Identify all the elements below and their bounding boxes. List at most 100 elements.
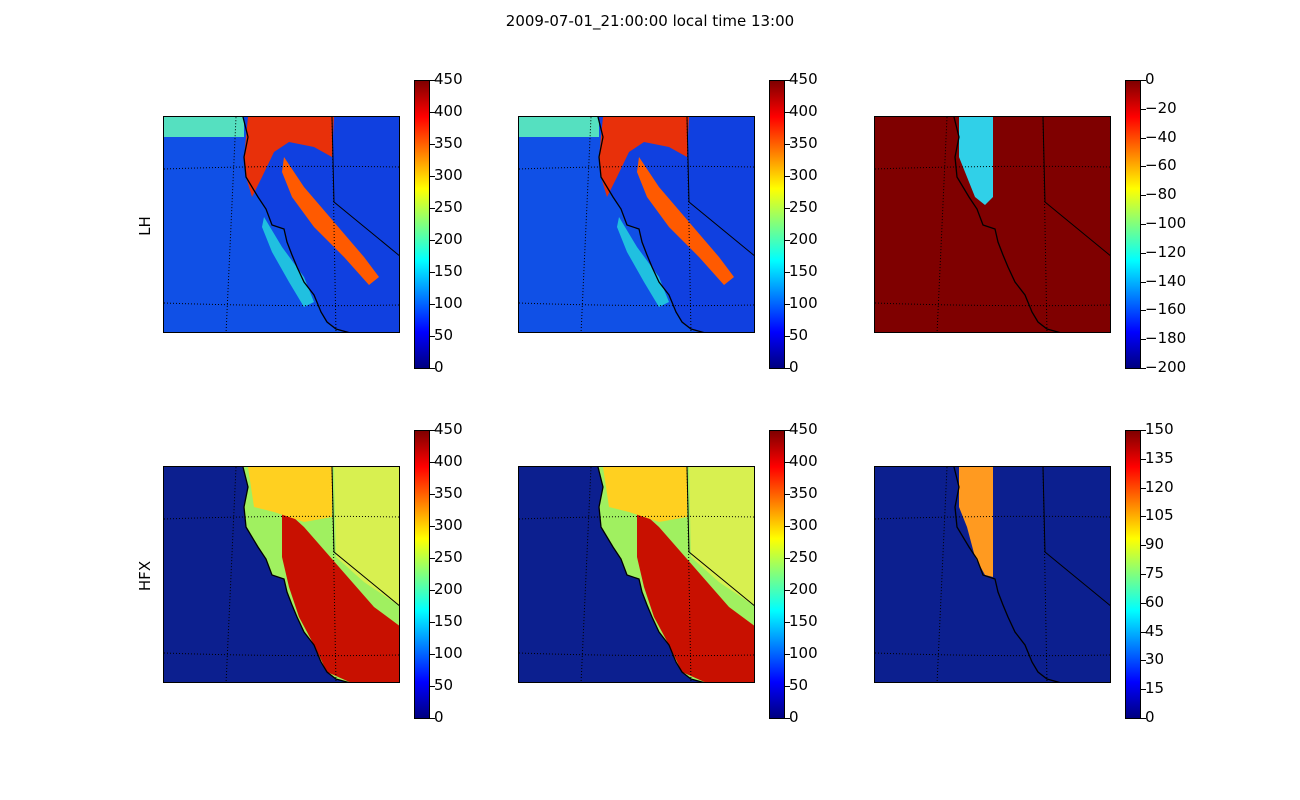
colorbar-tick-label: 100 xyxy=(434,644,463,662)
coastline xyxy=(597,467,705,682)
parallel-line xyxy=(164,165,399,170)
colorbar-tick xyxy=(430,208,435,209)
colorbar-tick xyxy=(1141,368,1146,369)
colorbar-tick-label: 300 xyxy=(789,166,818,184)
mid-flux-region xyxy=(603,467,687,522)
map-image xyxy=(519,117,754,332)
colorbar-tick-label: 100 xyxy=(434,294,463,312)
colorbar-tick xyxy=(430,430,435,431)
colorbar-tick-label: 400 xyxy=(434,102,463,120)
colorbar-tick-label: 150 xyxy=(434,262,463,280)
colorbar-tick-label: 350 xyxy=(434,484,463,502)
colorbar-tick xyxy=(430,558,435,559)
colorbar-tick xyxy=(785,654,790,655)
map-image xyxy=(519,467,754,682)
colorbar-tick-label: 50 xyxy=(434,326,454,344)
difference-region xyxy=(959,117,993,205)
colorbar-tick-label: 350 xyxy=(789,484,818,502)
high-flux-region xyxy=(282,507,399,682)
ocean-high-flux-band xyxy=(519,117,599,137)
map-panel-hfx-difference-5 xyxy=(874,466,1111,683)
colorbar-tick xyxy=(785,144,790,145)
colorbar-tick-label: 250 xyxy=(434,548,463,566)
high-flux-region xyxy=(244,117,334,197)
colorbar-tick-label: 300 xyxy=(789,516,818,534)
figure-title: 2009-07-01_21:00:00 local time 13:00 xyxy=(505,12,795,30)
valley-flux-region xyxy=(262,217,314,307)
colorbar-tick-label: 0 xyxy=(789,358,799,376)
colorbar-tick-label: 100 xyxy=(789,644,818,662)
meridian-line xyxy=(580,117,592,332)
colorbar-tick-label: −100 xyxy=(1145,214,1187,232)
colorbar-tick xyxy=(430,304,435,305)
colorbar-tick-label: 350 xyxy=(789,134,818,152)
colorbar-tick-label: 0 xyxy=(1145,70,1155,88)
colorbar-tick xyxy=(430,686,435,687)
colorbar-tick xyxy=(785,272,790,273)
colorbar-tick xyxy=(430,526,435,527)
parallel-line xyxy=(164,652,399,657)
meridian-line xyxy=(1042,117,1048,332)
colorbar-tick xyxy=(1141,459,1146,460)
map-panel-hfx-3 xyxy=(163,466,400,683)
colorbar-tick-label: 450 xyxy=(434,70,463,88)
colorbar-tick xyxy=(785,494,790,495)
colorbar-tick xyxy=(1141,516,1146,517)
colorbar xyxy=(1125,80,1141,369)
colorbar-tick xyxy=(785,304,790,305)
colorbar-tick xyxy=(1141,80,1146,81)
row-label-hfx: HFX xyxy=(136,560,155,592)
parallel-line xyxy=(164,515,399,520)
map-panel-lh-0 xyxy=(163,116,400,333)
colorbar-tick xyxy=(785,336,790,337)
colorbar-tick xyxy=(1141,195,1146,196)
meridian-line xyxy=(331,117,337,332)
colorbar-tick-label: 150 xyxy=(434,612,463,630)
colorbar-tick-label: 50 xyxy=(789,676,809,694)
colorbar-tick xyxy=(1141,339,1146,340)
colorbar-tick xyxy=(1141,488,1146,489)
coastline xyxy=(597,117,705,332)
colorbar-tick-label: 200 xyxy=(434,230,463,248)
meridian-line xyxy=(686,117,692,332)
parallel-line xyxy=(875,652,1110,657)
meridian-line xyxy=(936,117,948,332)
colorbar-tick-label: 60 xyxy=(1145,593,1165,611)
colorbar-tick xyxy=(430,494,435,495)
colorbar-tick xyxy=(1141,545,1146,546)
colorbar-tick xyxy=(1141,660,1146,661)
colorbar-tick-label: 300 xyxy=(434,166,463,184)
colorbar-tick-label: 0 xyxy=(789,708,799,726)
colorbar-tick-label: 50 xyxy=(434,676,454,694)
valley-flux-region xyxy=(617,217,669,307)
parallel-line xyxy=(519,302,754,307)
colorbar-tick-label: 400 xyxy=(789,102,818,120)
colorbar-tick xyxy=(1141,166,1146,167)
colorbar-tick-label: 450 xyxy=(789,420,818,438)
coastline xyxy=(953,467,1061,682)
colorbar-tick-label: 450 xyxy=(434,420,463,438)
parallel-line xyxy=(519,515,754,520)
colorbar-tick xyxy=(430,462,435,463)
row-label-lh: LH xyxy=(135,216,154,236)
colorbar-tick-label: 200 xyxy=(434,580,463,598)
colorbar-tick-label: 75 xyxy=(1145,564,1165,582)
colorbar-tick xyxy=(1141,310,1146,311)
map-panel-hfx-4 xyxy=(518,466,755,683)
colorbar-tick-label: 120 xyxy=(1145,478,1174,496)
parallel-line xyxy=(519,165,754,170)
colorbar-tick xyxy=(1141,574,1146,575)
meridian-line xyxy=(225,117,237,332)
colorbar-tick-label: 250 xyxy=(434,198,463,216)
colorbar-tick xyxy=(1141,253,1146,254)
colorbar-tick xyxy=(430,336,435,337)
colorbar-tick-label: −200 xyxy=(1145,358,1187,376)
colorbar-tick xyxy=(430,112,435,113)
colorbar-tick-label: −60 xyxy=(1145,156,1177,174)
colorbar-tick xyxy=(430,654,435,655)
map-image xyxy=(164,467,399,682)
colorbar-tick xyxy=(1141,603,1146,604)
colorbar-tick-label: 135 xyxy=(1145,449,1174,467)
colorbar-tick xyxy=(1141,224,1146,225)
colorbar-tick xyxy=(785,176,790,177)
